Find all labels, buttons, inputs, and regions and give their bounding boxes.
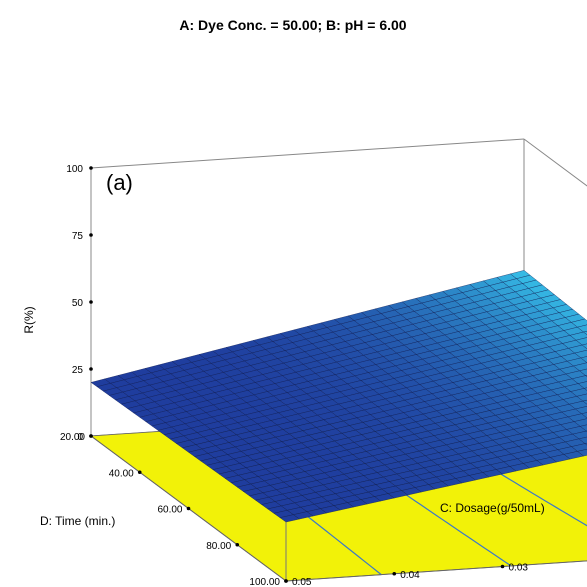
y-tick-mark [392, 571, 397, 576]
y-tick-mark [284, 579, 288, 583]
surface-cell [574, 349, 587, 359]
x-tick-label: 100.00 [249, 577, 280, 587]
surface-cell [575, 406, 587, 414]
surface-cell [581, 412, 587, 419]
surface-cell [579, 424, 587, 432]
z-tick-mark [89, 233, 93, 237]
surface-cell [577, 381, 587, 389]
z-tick-label: 25 [72, 365, 84, 376]
z-tick-label: 50 [72, 298, 84, 309]
surface-cell [573, 362, 587, 371]
surface-cell [570, 388, 587, 397]
surface-cell [569, 331, 587, 341]
chart-title: A: Dye Conc. = 50.00; B: pH = 6.00 [179, 17, 406, 33]
x-tick-label: 80.00 [206, 541, 231, 552]
y-tick-mark [500, 564, 505, 569]
surface-cell [566, 357, 587, 367]
surface-cell [582, 399, 587, 405]
surface-cell [575, 337, 587, 346]
surface-cell [576, 393, 587, 402]
response-surface [90, 270, 587, 523]
surface-cell [569, 400, 587, 410]
surface-cell [571, 443, 587, 452]
surface-cell [583, 331, 587, 335]
surface-cell [572, 430, 587, 440]
panel-label: (a) [106, 170, 133, 195]
z-tick-mark [89, 166, 93, 170]
axis-ticks: 025507510020.0040.0060.0080.00100.000.01… [60, 164, 529, 587]
surface-cell [581, 343, 587, 350]
y-axis-label: C: Dosage(g/50mL) [440, 501, 545, 515]
y-tick-label: 0.03 [509, 563, 529, 574]
surface-cell [571, 318, 587, 328]
box-edge-top-right [523, 138, 587, 187]
surface-cell [573, 418, 587, 427]
box-edge-top-left [90, 138, 525, 169]
x-tick-mark [89, 434, 93, 438]
z-tick-mark [89, 367, 93, 371]
z-axis-label: R(%) [22, 306, 36, 333]
x-tick-mark [186, 506, 191, 511]
surface-cell [579, 368, 587, 376]
y-tick-label: 0.05 [292, 577, 312, 587]
z-tick-mark [89, 300, 93, 304]
x-tick-label: 40.00 [109, 468, 134, 479]
y-tick-label: 0.04 [400, 570, 420, 581]
x-tick-mark [137, 470, 142, 475]
x-tick-mark [235, 542, 240, 547]
x-tick-label: 20.00 [60, 432, 85, 443]
surface-cell [578, 436, 587, 444]
z-tick-label: 75 [72, 231, 84, 242]
x-axis-label: D: Time (min.) [40, 514, 115, 528]
z-tick-label: 0 [77, 432, 83, 443]
surface-cell [583, 387, 587, 391]
x-tick-label: 60.00 [157, 505, 182, 516]
surface-cell [568, 344, 587, 354]
z-tick-label: 100 [66, 164, 83, 175]
surface-cell [580, 356, 587, 363]
surface-cell [571, 375, 587, 384]
